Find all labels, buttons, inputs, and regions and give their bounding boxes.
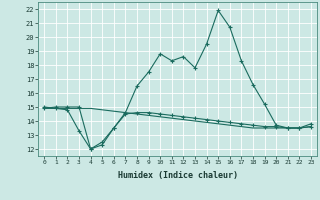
X-axis label: Humidex (Indice chaleur): Humidex (Indice chaleur)	[118, 171, 238, 180]
